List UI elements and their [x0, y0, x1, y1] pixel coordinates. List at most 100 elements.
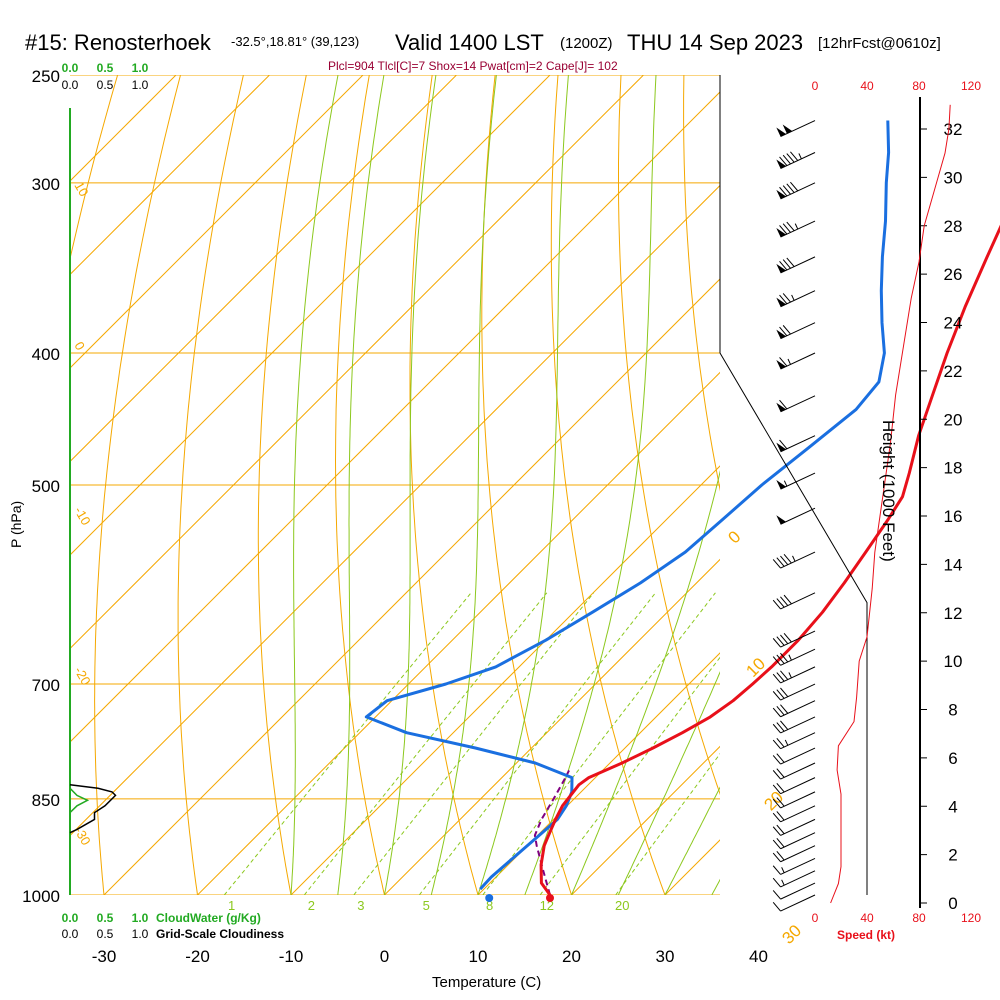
wind-barb-flag [780, 596, 789, 606]
cloudiness-scale-bottom: 0.0 [62, 927, 79, 941]
wind-barb-flag [786, 153, 795, 163]
dry-adiabat [94, 75, 182, 895]
wind-barb-pennant [776, 127, 786, 137]
wind-barb [776, 151, 816, 170]
wind-barb-flag [783, 632, 792, 643]
wind-barb-pennant [776, 402, 786, 412]
wind-barb [776, 507, 816, 525]
pressure-tick-label: 400 [32, 345, 60, 364]
isotherm-line [852, 75, 1000, 895]
wind-barb-pennant [776, 442, 786, 452]
wind-barb-flag [772, 656, 781, 666]
wind-barb-flag [776, 811, 785, 821]
isotherm-line [70, 184, 720, 837]
wind-barb-flag [782, 185, 791, 195]
moist-adiabat [524, 75, 657, 895]
temperature-tick-label: -30 [92, 947, 117, 966]
speed-panel: 0 40 80 1200 40 80 120024681012141618202224262… [812, 79, 982, 925]
temperature-tick-label: 0 [380, 947, 389, 966]
wind-barb-flag [780, 704, 789, 714]
height-tick-label: 20 [944, 410, 963, 429]
wind-barb-shaft [780, 732, 816, 750]
pressure-tick-label: 700 [32, 676, 60, 695]
wind-barb [776, 290, 816, 308]
mixing-ratio-label: 2 [308, 898, 315, 913]
isotherm-line [70, 75, 457, 463]
dry-adiabat-label: 10 [71, 179, 91, 199]
wind-barbs [772, 120, 816, 912]
cloudwater-scale-top: 0.5 [97, 61, 114, 75]
valid-date: THU 14 Sep 2023 [627, 30, 803, 55]
wind-barb-flag [776, 672, 785, 682]
height-tick-label: 8 [948, 701, 957, 720]
profiles [364, 120, 1000, 902]
wind-barb-flag [772, 755, 781, 765]
cloud-water-label: CloudWater (g/Kg) [156, 911, 261, 925]
mixing-ratio-line [482, 592, 716, 895]
wind-barb [772, 762, 816, 780]
height-tick-label: 28 [944, 217, 963, 236]
valid-time: Valid 1400 LST [395, 30, 544, 55]
wind-barb [772, 857, 816, 875]
height-tick-label: 6 [948, 749, 957, 768]
mixing-ratio-line [539, 656, 720, 895]
isotherm-label: 10 [742, 654, 769, 681]
dry-adiabat-label: -10 [71, 504, 93, 528]
wind-barb-shaft [780, 805, 816, 823]
moist-adiabat [290, 75, 339, 895]
station-title: #15: Renosterhoek [25, 30, 212, 55]
moist-adiabat [711, 878, 720, 895]
wind-barb-shaft [780, 700, 816, 718]
wind-barb-half [781, 879, 785, 886]
wind-barb-half [798, 153, 802, 160]
wind-barb [772, 747, 816, 765]
parcel-trace [533, 769, 570, 896]
wind-barb [772, 882, 816, 900]
cloudiness-scale-top: 0.5 [97, 78, 114, 92]
isotherm-line [70, 75, 644, 650]
dewpoint-trace [364, 120, 891, 891]
wind-barb [772, 666, 816, 684]
wind-barb-flag [780, 634, 789, 645]
wind-barb-pennant [776, 189, 786, 199]
dry-adiabat [618, 75, 720, 796]
wind-barb-shaft [780, 666, 816, 684]
wind-barb-flag [772, 723, 781, 734]
moist-adiabat [617, 671, 720, 895]
wind-barb-flag [772, 739, 781, 750]
wind-barb-shaft [780, 290, 816, 308]
speed-tick-top: 40 [860, 79, 874, 93]
isotherm-line [70, 75, 551, 556]
mixing-ratio-label: 1 [228, 898, 235, 913]
temperature-tick-label: 20 [562, 947, 581, 966]
wind-barb-flag [776, 706, 785, 716]
cloudiness-scale-bottom: 0.5 [97, 927, 114, 941]
speed-tick-bottom: 40 [860, 911, 874, 925]
wind-barb-flag [782, 259, 791, 269]
wind-barb-flag [780, 687, 789, 698]
wind-barb-flag [772, 902, 781, 912]
isotherm-label: 30 [778, 921, 805, 948]
wind-barb-shaft [780, 551, 816, 569]
wind-speed-trace [830, 104, 951, 904]
pressure-tick-label: 500 [32, 477, 60, 496]
cloud-panel: 0.0 0.5 1.0 0.0 0.5 1.0 0.0 0.5 1.0 0.0 0.5 1.0 [62, 61, 149, 941]
height-tick-label: 10 [944, 652, 963, 671]
wind-barb-flag [772, 826, 781, 836]
wind-barb-flag [782, 293, 791, 303]
dry-adiabat [683, 75, 720, 492]
forecast-info: [12hrFcst@0610z] [818, 35, 941, 52]
wind-barb [772, 648, 816, 666]
wind-barb-half [791, 294, 795, 301]
cloudiness-label: Grid-Scale Cloudiness [156, 927, 284, 941]
wind-barb-flag [776, 851, 785, 861]
wind-barb-flag [772, 852, 781, 863]
wind-barb-flag [783, 594, 792, 605]
cloudwater-trace [69, 787, 90, 814]
wind-barb-flag [786, 257, 795, 267]
station-location: -32.5°,18.81° (39,123) [231, 34, 359, 49]
wind-barb [772, 592, 816, 610]
height-tick-label: 16 [944, 507, 963, 526]
wind-barb-flag [779, 225, 788, 235]
wind-barb-half [794, 223, 799, 230]
